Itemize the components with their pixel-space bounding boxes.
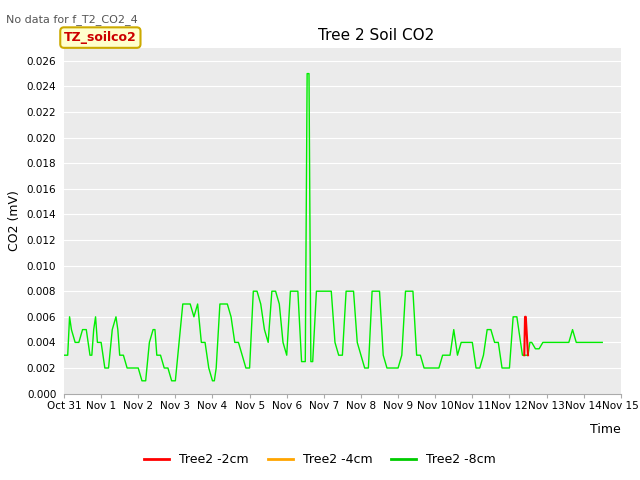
Text: TZ_soilco2: TZ_soilco2 bbox=[64, 31, 137, 44]
Y-axis label: CO2 (mV): CO2 (mV) bbox=[8, 191, 21, 251]
X-axis label: Time: Time bbox=[590, 423, 621, 436]
Text: No data for f_T2_CO2_4: No data for f_T2_CO2_4 bbox=[6, 14, 138, 25]
Legend: Tree2 -2cm, Tree2 -4cm, Tree2 -8cm: Tree2 -2cm, Tree2 -4cm, Tree2 -8cm bbox=[140, 448, 500, 471]
Title: Tree 2 Soil CO2: Tree 2 Soil CO2 bbox=[317, 28, 434, 43]
